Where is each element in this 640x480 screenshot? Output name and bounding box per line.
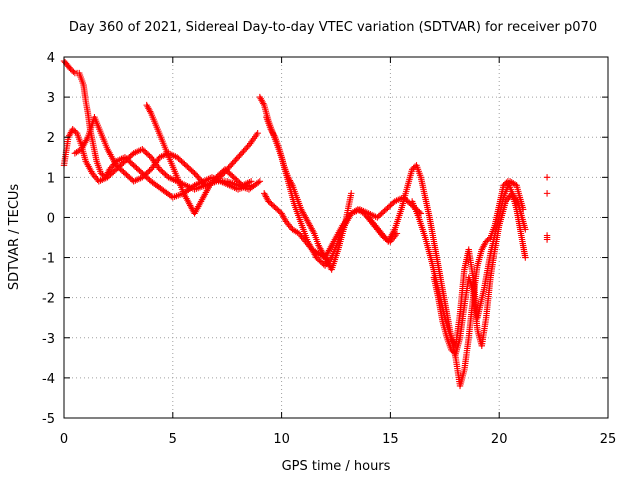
series-track-k — [543, 174, 551, 243]
data-point-marker — [348, 190, 355, 197]
data-series-layer — [60, 57, 551, 390]
data-point-marker — [243, 145, 250, 152]
data-point-marker — [196, 176, 204, 183]
data-point-marker — [146, 167, 153, 174]
data-point-marker — [191, 170, 198, 177]
data-point-marker — [228, 161, 235, 168]
data-point-marker — [244, 143, 251, 150]
data-point-marker — [226, 163, 234, 170]
data-point-marker — [485, 235, 493, 243]
series-track-d — [143, 101, 255, 217]
y-tick-label: -2 — [42, 292, 55, 307]
y-tick-label: -1 — [42, 252, 55, 267]
series-track-c — [71, 113, 261, 189]
data-point-marker — [543, 174, 551, 181]
chart-title: Day 360 of 2021, Sidereal Day-to-day VTE… — [69, 20, 597, 35]
y-tick-labels: -5 -4 -3 -2 -1 0 1 2 3 4 — [42, 51, 55, 427]
data-point-marker — [229, 160, 236, 167]
data-point-marker — [230, 158, 238, 165]
series-track-g — [263, 113, 355, 273]
data-point-marker — [247, 178, 255, 185]
data-point-marker — [70, 68, 77, 75]
data-point-marker — [241, 146, 249, 153]
y-tick-label: -5 — [42, 412, 55, 427]
series-track-e — [256, 93, 401, 269]
x-tick-label: 0 — [60, 432, 68, 447]
data-point-marker — [199, 179, 206, 186]
data-point-marker — [232, 157, 239, 164]
data-point-marker — [254, 130, 261, 137]
plot-frame — [63, 56, 609, 419]
x-tick-label: 25 — [600, 432, 617, 447]
data-point-marker — [192, 171, 200, 179]
x-tick-labels: 0 5 10 15 20 25 — [60, 432, 616, 447]
data-point-marker — [198, 177, 205, 185]
y-tick-label: 3 — [47, 91, 55, 106]
series-track-b — [60, 126, 264, 193]
y-tick-label: 1 — [47, 171, 55, 186]
y-axis-label: SDTVAR / TECUs — [7, 184, 22, 291]
x-tick-label: 10 — [273, 432, 290, 447]
data-point-marker — [543, 190, 551, 197]
data-point-marker — [522, 226, 529, 233]
y-tick-label: -3 — [42, 332, 55, 347]
data-point-marker — [234, 154, 242, 161]
data-point-marker — [194, 173, 201, 180]
x-tick-label: 20 — [491, 432, 508, 447]
data-point-marker — [240, 148, 247, 155]
data-point-marker — [256, 178, 264, 185]
data-point-marker — [72, 128, 79, 136]
y-tick-label: 2 — [47, 131, 55, 146]
data-point-marker — [146, 152, 153, 160]
data-point-marker — [236, 152, 243, 159]
series-track-j — [430, 190, 529, 358]
data-point-marker — [238, 149, 246, 156]
x-tick-label: 15 — [382, 432, 399, 447]
data-point-marker — [195, 174, 202, 182]
data-point-marker — [255, 179, 262, 186]
y-tick-label: 0 — [47, 211, 55, 226]
axis-ticks — [63, 56, 609, 419]
data-point-marker — [233, 155, 240, 162]
data-point-marker — [189, 168, 197, 176]
data-point-marker — [522, 254, 529, 261]
y-tick-label: -4 — [42, 372, 55, 387]
data-point-marker — [237, 151, 244, 158]
x-axis-label: GPS time / hours — [282, 459, 391, 474]
data-point-marker — [543, 236, 551, 243]
y-tick-label: 4 — [47, 51, 55, 66]
x-tick-label: 5 — [169, 432, 177, 447]
